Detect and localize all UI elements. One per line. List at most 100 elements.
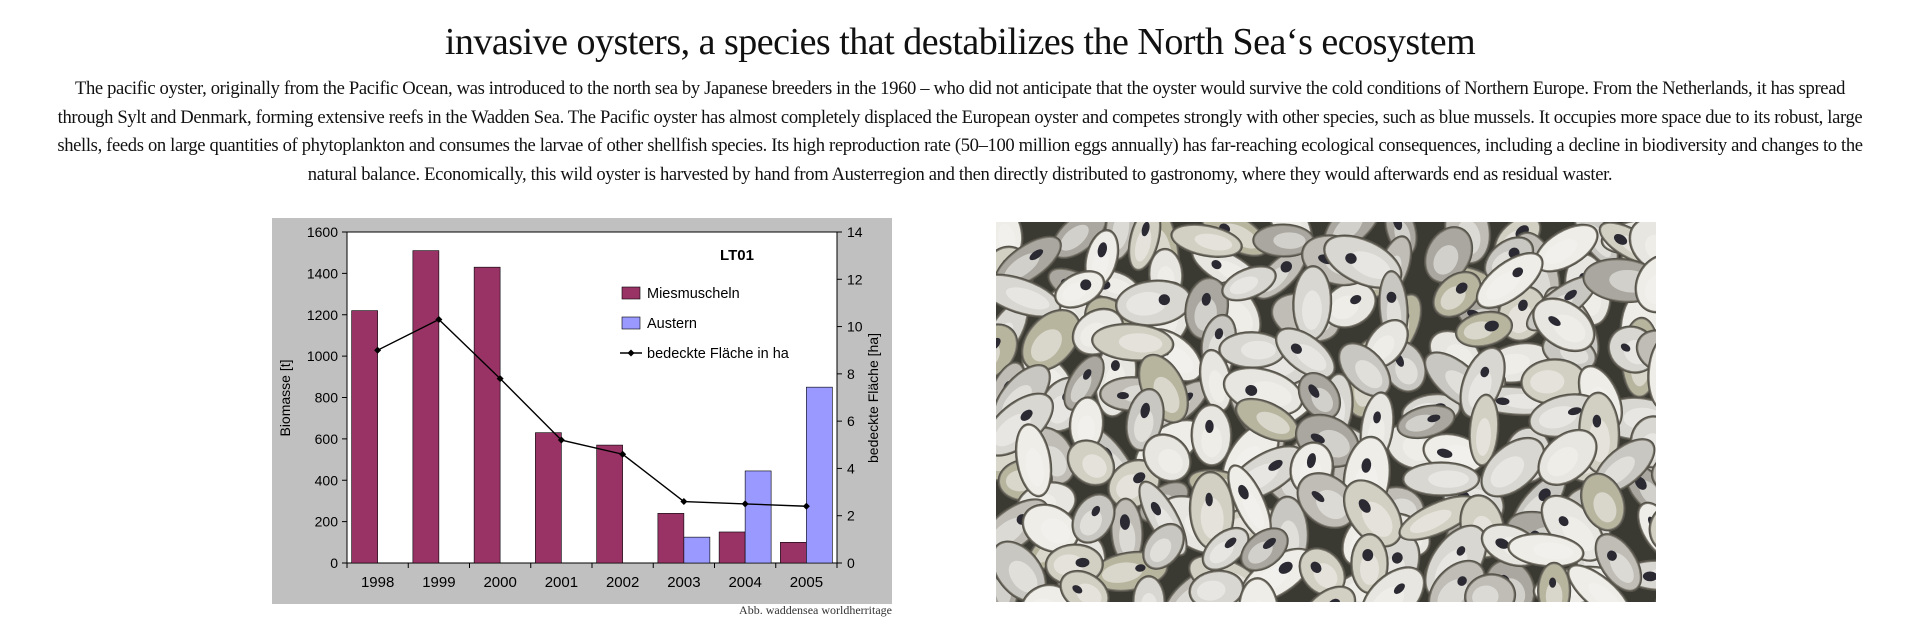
oyster-shell	[1322, 281, 1377, 329]
oyster-shell	[1240, 527, 1289, 572]
bar-miesmuscheln-2005	[780, 542, 807, 564]
oyster-shell	[1520, 358, 1587, 405]
oyster-shell	[1066, 439, 1116, 487]
oyster-shell	[1534, 223, 1599, 273]
oyster-shell	[1423, 226, 1474, 284]
oyster-shell	[1360, 566, 1426, 602]
oyster-shell	[996, 540, 1048, 602]
y-tick-label: 0	[330, 555, 338, 571]
oyster-shell	[1275, 327, 1336, 380]
oyster-shell	[1398, 495, 1478, 541]
x-tick-label-2004: 2004	[728, 574, 761, 591]
legend-swatch-austern	[621, 316, 641, 330]
line-point-1999	[435, 315, 443, 323]
y2-tick-label: 14	[847, 224, 863, 240]
oyster-shell	[1021, 503, 1080, 554]
oyster-shell	[1475, 252, 1544, 309]
oyster-shell	[1296, 472, 1357, 530]
oyster-shell	[1350, 533, 1389, 595]
x-tick-label-2003: 2003	[667, 574, 700, 591]
oyster-shell	[1507, 532, 1585, 568]
oyster-shell	[1252, 223, 1315, 258]
oyster-shell	[1432, 270, 1482, 319]
legend-label: Miesmuscheln	[647, 286, 740, 302]
chart-caption: Abb. waddensea worldherritage	[739, 603, 892, 617]
bar-miesmuscheln-1998	[351, 310, 378, 564]
y2-axis-label: bedeckte Fläche [ha]	[865, 333, 881, 463]
oyster-shell	[1110, 497, 1144, 566]
legend-label: Austern	[647, 316, 697, 332]
y2-tick-label: 0	[847, 555, 855, 571]
oyster-shell	[1297, 371, 1342, 421]
oyster-shell	[1125, 387, 1165, 452]
y-tick-label: 400	[315, 472, 339, 488]
oyster-shell	[1337, 342, 1392, 398]
oyster-shell	[1532, 297, 1596, 353]
oyster-shell	[1170, 223, 1243, 258]
oyster-shell	[1567, 564, 1632, 602]
oyster-shell	[1396, 404, 1456, 440]
bar-miesmuscheln-2002	[596, 444, 623, 564]
bar-miesmuscheln-1999	[412, 250, 440, 564]
legend-swatch-marker	[627, 349, 635, 357]
oyster-shell	[1292, 265, 1333, 341]
oyster-shell	[1537, 561, 1572, 602]
y-tick-label: 1400	[307, 265, 338, 281]
oyster-shell	[996, 392, 1054, 457]
y-tick-label: 1200	[307, 307, 338, 323]
y-tick-label: 1600	[307, 224, 338, 240]
bar-austern-2005	[806, 386, 833, 564]
oyster-shell	[1342, 479, 1403, 548]
line-point-1998	[374, 346, 382, 354]
intro-paragraph: The pacific oyster, originally from the …	[57, 78, 1863, 185]
line-point-2001	[557, 436, 565, 444]
oyster-shell	[1132, 575, 1166, 602]
oyster-shell	[1480, 436, 1546, 498]
oyster-shell	[1634, 253, 1656, 314]
oyster-shell	[1054, 270, 1106, 309]
oyster-shells-image	[996, 222, 1656, 602]
bar-miesmuscheln-2003	[657, 513, 685, 564]
bar-miesmuscheln-2000	[473, 266, 501, 564]
bar-miesmuscheln-2001	[535, 432, 562, 564]
oyster-shell	[1115, 279, 1193, 327]
chart-svg: 0 200 400 600 800 1000 1200 1400 1600 0 2 4 6 8 10 12 14…	[272, 218, 892, 604]
oyster-shell	[1218, 331, 1286, 369]
oyster-shell	[1014, 423, 1053, 498]
oyster-shell	[1142, 433, 1192, 483]
y-tick-label: 1000	[307, 348, 338, 364]
y-tick-label: 600	[315, 431, 339, 447]
bar-austern-2003	[683, 536, 711, 564]
oyster-shell	[1647, 334, 1656, 411]
line-point-2005	[802, 502, 810, 510]
oyster-shell	[1323, 234, 1403, 289]
oyster-shell	[1648, 502, 1656, 554]
oyster-shell	[1188, 569, 1245, 602]
oyster-shell	[1427, 559, 1487, 602]
y-tick-label: 200	[315, 514, 339, 530]
oyster-shell	[1650, 450, 1656, 496]
x-tick-label-2005: 2005	[790, 574, 823, 591]
line-bedeckte-flaeche	[377, 318, 807, 507]
oyster-shell	[1068, 396, 1105, 453]
y2-tick-label: 10	[847, 319, 863, 335]
legend-swatch-miesmuscheln	[621, 286, 641, 300]
oyster-shell	[1198, 348, 1233, 413]
x-tick-label-1998: 1998	[361, 574, 394, 591]
bar-austern-2004	[744, 470, 772, 564]
oyster-shell	[1020, 309, 1082, 372]
oyster-shell	[1540, 494, 1606, 562]
y-tick-label: 800	[315, 390, 339, 406]
oyster-shell	[1127, 222, 1162, 272]
line-point-2004	[741, 500, 749, 508]
chart-legend: Miesmuscheln Austern bedeckte Fläche in ha	[620, 286, 790, 362]
oyster-shell	[1221, 265, 1277, 302]
oyster-shell	[1401, 461, 1481, 497]
oyster-shell	[1454, 310, 1514, 348]
y2-tick-label: 4	[847, 460, 855, 476]
bar-miesmuscheln-2004	[718, 531, 746, 564]
oyster-shell	[1071, 493, 1116, 544]
oyster-shell	[1237, 577, 1280, 602]
oyster-shell	[1299, 585, 1357, 602]
oyster-shell	[1580, 472, 1626, 532]
